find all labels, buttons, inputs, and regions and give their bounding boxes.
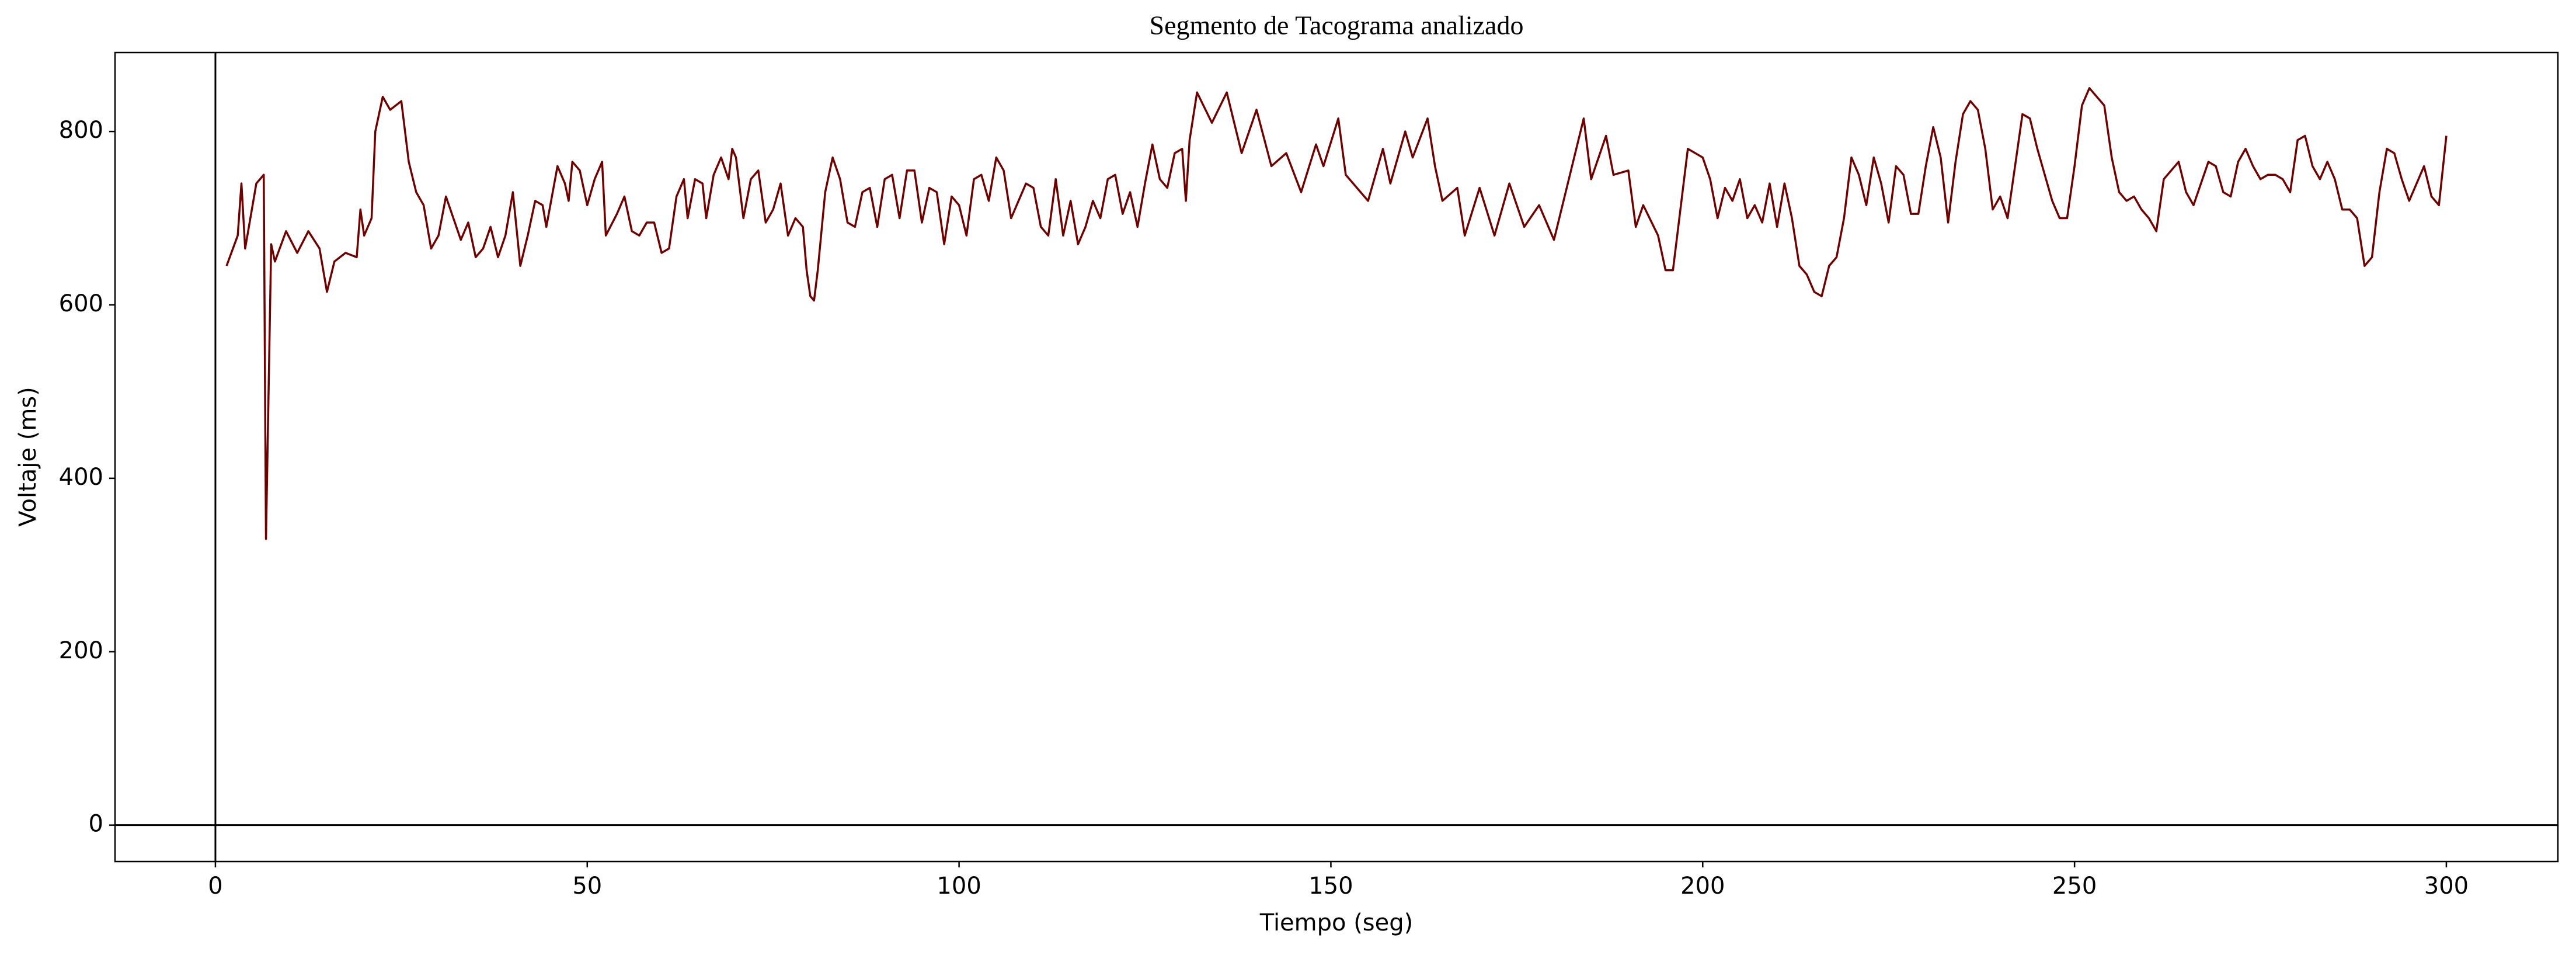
- y-axis-label: Voltaje (ms): [15, 387, 41, 527]
- x-tick-label: 100: [937, 873, 981, 900]
- x-axis-label: Tiempo (seg): [1259, 909, 1414, 936]
- y-tick-label: 600: [59, 290, 103, 317]
- x-tick-label: 0: [208, 873, 222, 900]
- x-tick-label: 150: [1308, 873, 1353, 900]
- x-tick-label: 300: [2424, 873, 2469, 900]
- y-tick-label: 200: [59, 637, 103, 664]
- y-tick-label: 400: [59, 464, 103, 491]
- data-line: [225, 87, 2448, 540]
- plot-frame: [114, 51, 2559, 863]
- x-tick-label: 250: [2052, 873, 2097, 900]
- x-tick-label: 50: [572, 873, 602, 900]
- x-tick-label: 200: [1680, 873, 1725, 900]
- chart-title: Segmento de Tacograma analizado: [1150, 11, 1524, 40]
- y-tick-label: 800: [59, 117, 103, 144]
- y-tick-label: 0: [89, 811, 103, 838]
